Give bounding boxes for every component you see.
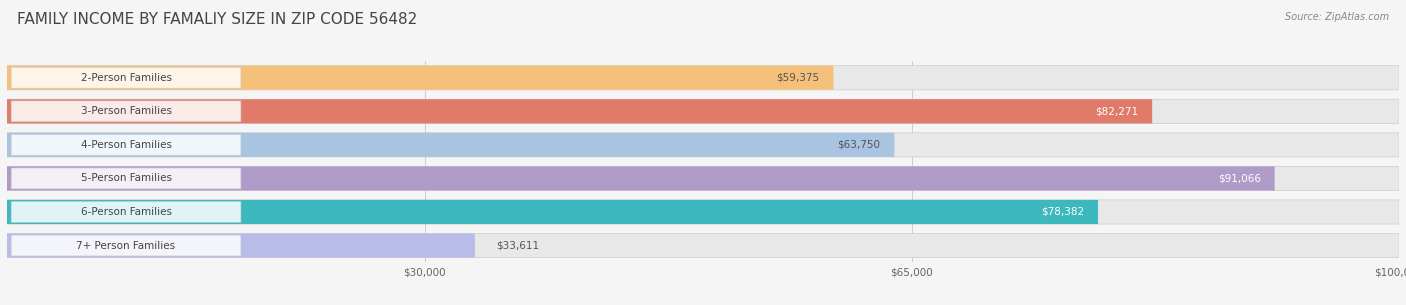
FancyBboxPatch shape [11,168,240,189]
Text: $91,066: $91,066 [1218,174,1261,183]
Text: FAMILY INCOME BY FAMALIY SIZE IN ZIP CODE 56482: FAMILY INCOME BY FAMALIY SIZE IN ZIP COD… [17,12,418,27]
FancyBboxPatch shape [7,233,1399,258]
FancyBboxPatch shape [7,233,475,258]
FancyBboxPatch shape [11,67,240,88]
FancyBboxPatch shape [7,66,1399,90]
Text: 4-Person Families: 4-Person Families [80,140,172,150]
FancyBboxPatch shape [11,101,240,122]
Text: 5-Person Families: 5-Person Families [80,174,172,183]
FancyBboxPatch shape [7,200,1399,224]
FancyBboxPatch shape [7,133,894,157]
FancyBboxPatch shape [7,99,1152,124]
FancyBboxPatch shape [7,66,834,90]
Text: $63,750: $63,750 [838,140,880,150]
FancyBboxPatch shape [11,235,240,256]
Text: $82,271: $82,271 [1095,106,1139,116]
FancyBboxPatch shape [7,133,1399,157]
FancyBboxPatch shape [11,202,240,222]
Text: $59,375: $59,375 [776,73,820,83]
FancyBboxPatch shape [7,99,1399,124]
Text: 6-Person Families: 6-Person Families [80,207,172,217]
FancyBboxPatch shape [7,200,1098,224]
FancyBboxPatch shape [11,135,240,155]
FancyBboxPatch shape [7,166,1399,191]
Text: Source: ZipAtlas.com: Source: ZipAtlas.com [1285,12,1389,22]
FancyBboxPatch shape [7,166,1275,191]
Text: $78,382: $78,382 [1040,207,1084,217]
Text: $33,611: $33,611 [496,241,538,250]
Text: 3-Person Families: 3-Person Families [80,106,172,116]
Text: 2-Person Families: 2-Person Families [80,73,172,83]
Text: 7+ Person Families: 7+ Person Families [76,241,176,250]
